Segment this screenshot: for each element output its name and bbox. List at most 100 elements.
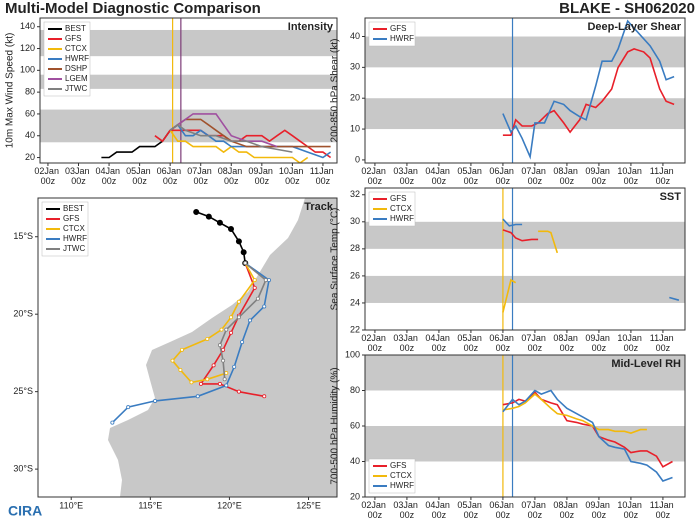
track-point: [153, 398, 158, 403]
y-tick-label: 100: [20, 65, 35, 75]
track-point: [126, 405, 131, 410]
track-point: [219, 327, 224, 332]
x-tick-label-line: 00z: [400, 510, 415, 520]
track-point: [205, 336, 210, 341]
x-tick-label: 10Jan 00z: [617, 333, 644, 353]
legend-label: CTCX: [63, 224, 85, 233]
x-tick-label: 07Jan 00z: [187, 166, 214, 186]
x-tick-label-line: 04Jan: [425, 166, 452, 176]
x-tick-label-line: 00z: [255, 176, 270, 186]
track-point: [205, 377, 210, 382]
x-tick-label-line: 00z: [368, 343, 383, 353]
x-tick-label-line: 10Jan: [617, 333, 644, 343]
track-point: [229, 315, 234, 320]
y-tick-label: 30: [350, 62, 360, 72]
band: [365, 355, 685, 391]
x-tick-label-line: 00z: [102, 176, 117, 186]
legend-label: HWRF: [65, 54, 89, 63]
y-tick-label: 60: [25, 108, 35, 118]
x-tick-label-line: 00z: [560, 176, 575, 186]
legend-label: HWRF: [390, 214, 414, 223]
track-point: [229, 330, 234, 335]
x-tick-label-line: 10Jan: [617, 166, 644, 176]
x-tick-label-line: 00z: [193, 176, 208, 186]
series-line: [171, 262, 256, 384]
x-tick-label-line: 03Jan: [393, 166, 420, 176]
track-point: [221, 358, 226, 363]
y-tick-label: 28: [350, 243, 360, 253]
track-point: [179, 347, 184, 352]
legend-label: JTWC: [65, 84, 87, 93]
x-tick-label-line: 09Jan: [585, 166, 612, 176]
x-tick-label-line: 05Jan: [457, 166, 484, 176]
track-point: [262, 304, 267, 309]
y-tick-label: 20: [350, 491, 360, 501]
x-tick-label: 05Jan 00z: [457, 333, 484, 353]
x-tick-label-line: 00z: [368, 176, 383, 186]
y-tick-label: 20°S: [13, 309, 33, 319]
x-tick-label: 09Jan 00z: [585, 333, 612, 353]
track-point: [211, 363, 216, 368]
x-tick-label-line: 00z: [656, 510, 671, 520]
x-tick-label-line: 02Jan: [34, 166, 61, 176]
track-point: [110, 420, 115, 425]
x-tick-label: 125°E: [296, 500, 321, 510]
logo: CIRA: [8, 503, 42, 519]
x-tick-label-line: 03Jan: [65, 166, 92, 176]
x-tick-label: 04Jan 00z: [96, 166, 123, 186]
x-tick-label: 02Jan 00z: [361, 500, 388, 520]
track-point: [189, 380, 194, 385]
x-tick-label-line: 06Jan: [489, 333, 516, 343]
y-tick-label: 32: [350, 189, 360, 199]
plot-frame: [364, 354, 686, 498]
x-tick-label-line: 00z: [400, 343, 415, 353]
page-title: Multi-Model Diagnostic Comparison: [5, 0, 261, 17]
x-tick-label-line: 09Jan: [248, 166, 275, 176]
y-tick-label: 140: [20, 21, 35, 31]
track-point: [236, 389, 241, 394]
x-tick-label-line: 07Jan: [187, 166, 214, 176]
legend-label: GFS: [63, 214, 79, 223]
y-tick-label: 40: [350, 31, 360, 41]
x-tick-label: 09Jan 00z: [585, 500, 612, 520]
x-tick-label: 115°E: [138, 500, 162, 510]
track-point: [195, 394, 200, 399]
x-tick-label-line: 00z: [560, 510, 575, 520]
series-line: [169, 113, 278, 148]
x-tick-label-line: 00z: [528, 510, 543, 520]
y-tick-label: 25°S: [13, 386, 33, 396]
track-point: [236, 315, 241, 320]
x-tick-label: 11Jan 00z: [650, 166, 676, 186]
x-tick-label: 10Jan 00z: [617, 166, 644, 186]
x-tick-label: 09Jan 00z: [585, 166, 612, 186]
series-line: [169, 129, 309, 163]
y-tick-label: 10: [350, 123, 360, 133]
x-tick-label-line: 09Jan: [585, 500, 612, 510]
x-tick-label: 09Jan 00z: [248, 166, 275, 186]
x-tick-label-line: 09Jan: [585, 333, 612, 343]
series-line: [502, 19, 675, 160]
track-point: [247, 318, 252, 323]
track-point: [252, 278, 257, 283]
x-tick-label-line: 00z: [400, 176, 415, 186]
x-tick-label: 07Jan 00z: [521, 500, 548, 520]
x-tick-label-line: 00z: [71, 176, 86, 186]
legend-label: GFS: [390, 461, 406, 470]
track-point: [224, 327, 229, 332]
y-axis-label: 10m Max Wind Speed (kt): [5, 33, 16, 149]
x-tick-label: 03Jan 00z: [393, 500, 420, 520]
track-point: [216, 219, 223, 226]
x-tick-label-line: 07Jan: [521, 500, 548, 510]
legend-label: CTCX: [390, 204, 412, 213]
x-tick-label: 08Jan 00z: [218, 166, 245, 186]
y-tick-label: 80: [25, 87, 35, 97]
track-point: [232, 364, 237, 369]
x-tick-label-line: 08Jan: [218, 166, 245, 176]
x-tick-label: 02Jan 00z: [361, 166, 388, 186]
x-tick-label: 07Jan 00z: [521, 166, 548, 186]
x-tick-label: 10Jan 00z: [617, 500, 644, 520]
track-point: [263, 278, 268, 283]
track-point: [170, 358, 175, 363]
x-tick-label-line: 06Jan: [489, 166, 516, 176]
x-tick-label: 11Jan 00z: [650, 500, 676, 520]
